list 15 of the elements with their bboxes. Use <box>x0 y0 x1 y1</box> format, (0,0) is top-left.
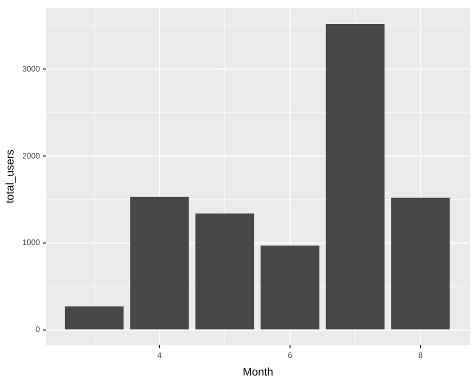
x-tick-label: 6 <box>288 351 293 360</box>
bar <box>391 198 450 330</box>
bar <box>64 306 124 330</box>
y-tick-label: 2000 <box>22 151 41 160</box>
bar <box>195 213 254 330</box>
x-axis-title: Month <box>242 366 274 378</box>
y-tick-label: 0 <box>36 325 41 334</box>
y-tick-label: 1000 <box>22 238 41 248</box>
bar <box>130 196 189 330</box>
y-axis-title: total_users <box>4 149 17 204</box>
x-tick-label: 8 <box>418 351 424 360</box>
bar <box>260 246 320 330</box>
bar <box>326 24 385 330</box>
x-tick-label: 4 <box>157 351 162 360</box>
y-tick-label: 3000 <box>22 64 41 74</box>
